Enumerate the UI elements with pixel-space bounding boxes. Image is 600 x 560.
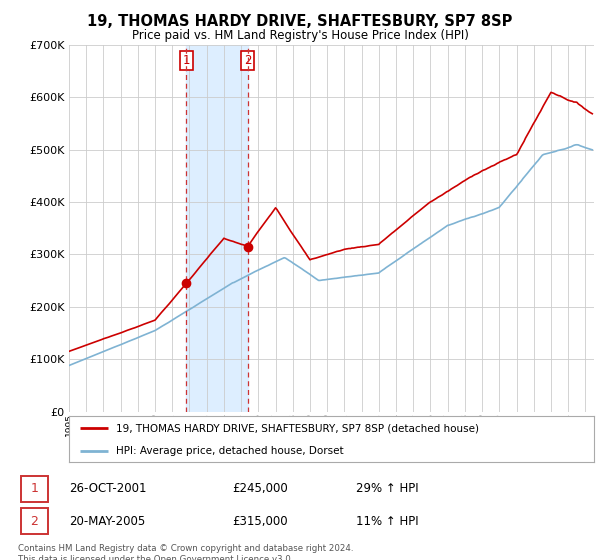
Text: £245,000: £245,000 [232, 482, 288, 496]
Text: 19, THOMAS HARDY DRIVE, SHAFTESBURY, SP7 8SP (detached house): 19, THOMAS HARDY DRIVE, SHAFTESBURY, SP7… [116, 423, 479, 433]
Text: HPI: Average price, detached house, Dorset: HPI: Average price, detached house, Dors… [116, 446, 344, 455]
Text: 29% ↑ HPI: 29% ↑ HPI [356, 482, 419, 496]
Text: 2: 2 [31, 515, 38, 528]
Text: Price paid vs. HM Land Registry's House Price Index (HPI): Price paid vs. HM Land Registry's House … [131, 29, 469, 42]
Text: 20-MAY-2005: 20-MAY-2005 [69, 515, 145, 528]
Text: 11% ↑ HPI: 11% ↑ HPI [356, 515, 419, 528]
Text: 1: 1 [182, 54, 190, 67]
Bar [187, 45, 248, 412]
Text: 19, THOMAS HARDY DRIVE, SHAFTESBURY, SP7 8SP: 19, THOMAS HARDY DRIVE, SHAFTESBURY, SP7… [88, 14, 512, 29]
Text: 1: 1 [31, 482, 38, 496]
Text: 2: 2 [244, 54, 251, 67]
Text: Contains HM Land Registry data © Crown copyright and database right 2024.
This d: Contains HM Land Registry data © Crown c… [18, 544, 353, 560]
Text: £315,000: £315,000 [232, 515, 288, 528]
FancyBboxPatch shape [21, 508, 48, 534]
FancyBboxPatch shape [21, 476, 48, 502]
Text: 26-OCT-2001: 26-OCT-2001 [69, 482, 146, 496]
